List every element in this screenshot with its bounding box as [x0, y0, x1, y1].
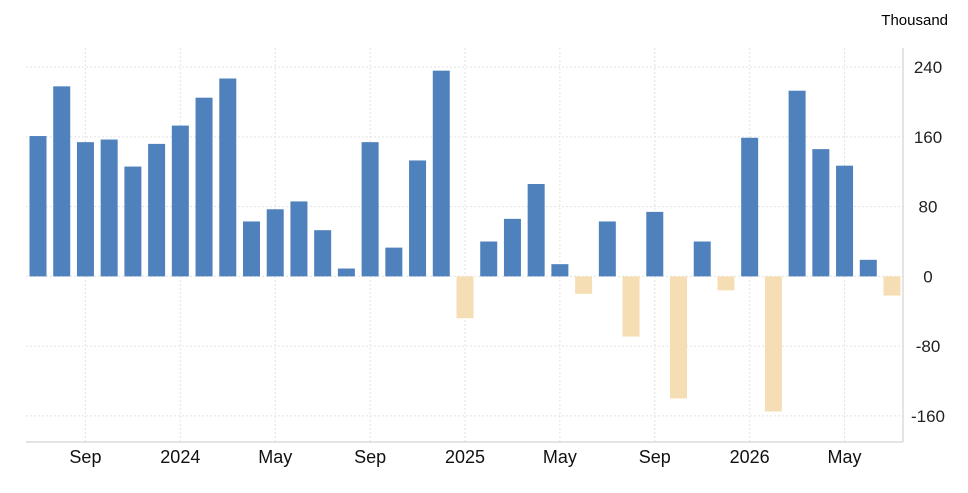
- bar: [124, 166, 142, 277]
- bar: [480, 241, 498, 277]
- bar: [859, 259, 877, 277]
- y-tick-label: 240: [914, 58, 942, 77]
- bar: [290, 201, 308, 277]
- bar: [314, 230, 332, 277]
- bar: [693, 241, 711, 277]
- bar: [243, 221, 260, 277]
- bar: [622, 276, 640, 337]
- bar: [361, 142, 379, 277]
- bar: [409, 160, 427, 277]
- bar: [53, 86, 71, 277]
- bar: [788, 90, 806, 277]
- bar: [148, 143, 166, 277]
- bar: [432, 70, 450, 277]
- bar: [551, 264, 569, 277]
- bar: [385, 247, 403, 277]
- bar: [100, 139, 118, 277]
- bar: [219, 78, 237, 277]
- bar: [503, 218, 521, 277]
- y-tick-label: -80: [916, 337, 941, 356]
- x-tick-label: Sep: [354, 447, 386, 467]
- bar: [337, 268, 355, 277]
- y-axis: 240 160 80 0 -80 -160: [911, 58, 945, 426]
- bar: [29, 136, 47, 277]
- bar: [171, 125, 189, 277]
- y-tick-label: 0: [923, 267, 932, 286]
- bar: [836, 165, 854, 277]
- y-tick-label: 80: [919, 198, 938, 217]
- bar: [266, 209, 284, 277]
- x-axis: Sep 2024 May Sep 2025 May Sep 2026 May: [69, 447, 861, 467]
- y-tick-label: 160: [914, 128, 942, 147]
- bars: [29, 70, 901, 412]
- x-tick-label: May: [543, 447, 577, 467]
- bar: [883, 276, 901, 296]
- bar: [527, 183, 545, 277]
- unit-label: Thousand: [881, 12, 948, 29]
- x-tick-label: Sep: [69, 447, 101, 467]
- bar: [670, 276, 687, 399]
- bar: [741, 137, 759, 277]
- plot-frame: [26, 48, 904, 443]
- bar: [598, 221, 616, 277]
- bar: [717, 276, 735, 291]
- bar: [195, 97, 213, 277]
- x-tick-label: 2024: [160, 447, 200, 467]
- bar: [76, 142, 94, 277]
- bar: [575, 276, 593, 294]
- x-tick-label: 2026: [730, 447, 770, 467]
- x-tick-label: Sep: [639, 447, 671, 467]
- y-tick-label: -160: [911, 407, 945, 426]
- x-tick-label: May: [828, 447, 862, 467]
- bar: [646, 211, 664, 277]
- bar: [456, 276, 474, 319]
- bar: [812, 149, 830, 277]
- bar: [764, 276, 782, 412]
- x-tick-label: May: [258, 447, 292, 467]
- x-tick-label: 2025: [445, 447, 485, 467]
